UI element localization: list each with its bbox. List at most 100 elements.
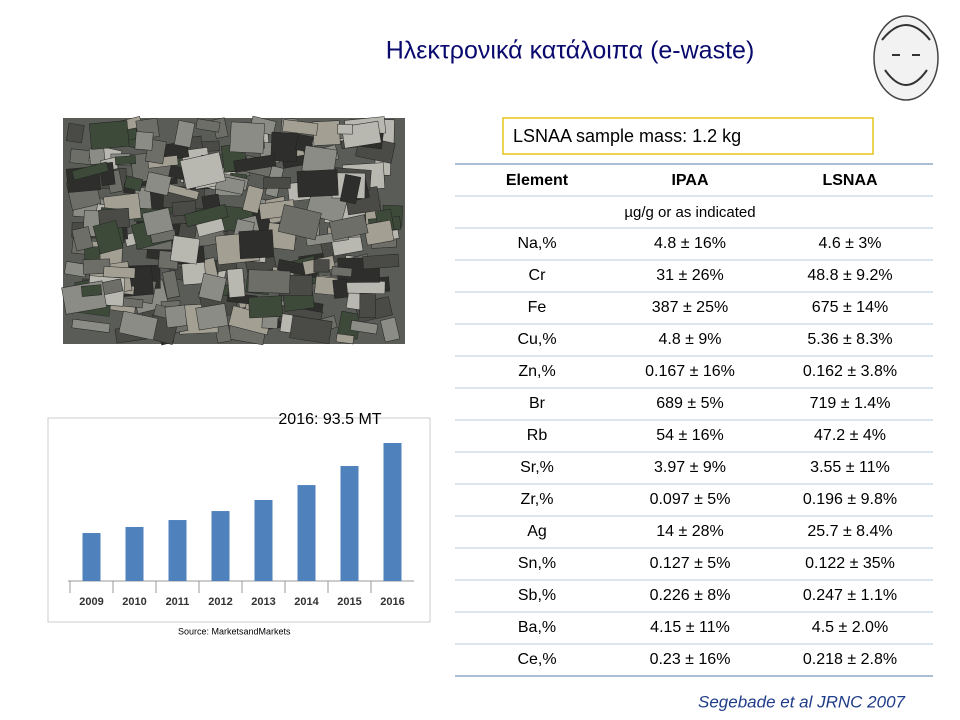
photo-detail <box>184 203 229 228</box>
table-cell: Sb,% <box>518 587 556 604</box>
photo-detail <box>118 310 159 341</box>
table-cell: Cr <box>529 267 547 284</box>
table-cell: 0.122 ± 35% <box>805 555 895 572</box>
bar <box>297 485 316 581</box>
table-cell: 0.218 ± 2.8% <box>803 651 897 668</box>
photo-detail <box>248 295 283 319</box>
photo-detail <box>350 320 379 335</box>
table-cell: Rb <box>527 427 548 444</box>
photo-detail <box>331 266 353 278</box>
table-cell: 25.7 ± 8.4% <box>807 523 892 540</box>
sample-mass: LSNAA sample mass: 1.2 kg <box>513 126 741 146</box>
table-cell: Ba,% <box>518 619 556 636</box>
photo-detail <box>339 173 362 205</box>
x-tick-label: 2012 <box>208 596 232 608</box>
bar <box>125 526 144 581</box>
photo-detail <box>282 119 319 136</box>
bar <box>340 466 359 581</box>
table-header: Element <box>506 172 569 189</box>
photo-detail <box>233 154 277 173</box>
photo-detail <box>114 155 136 166</box>
table-cell: 0.127 ± 5% <box>650 555 731 572</box>
table-cell: 4.8 ± 16% <box>654 235 726 252</box>
photo-detail <box>242 185 265 214</box>
table-cell: 675 ± 14% <box>812 299 888 316</box>
table-cell: Ag <box>527 523 547 540</box>
table-cell: Zr,% <box>521 491 554 508</box>
table-cell: 4.15 ± 11% <box>650 619 730 636</box>
photo-detail <box>169 235 201 265</box>
table-cell: Sn,% <box>518 555 556 572</box>
bar <box>383 443 402 581</box>
photo-detail <box>81 284 103 297</box>
table-cell: Na,% <box>517 235 556 252</box>
table-cell: 719 ± 1.4% <box>810 395 891 412</box>
table-cell: 0.196 ± 9.8% <box>803 491 897 508</box>
citation: Segebade et al JRNC 2007 <box>698 692 906 711</box>
table-cell: 387 ± 25% <box>652 299 728 316</box>
x-tick-label: 2014 <box>294 596 319 608</box>
photo-detail <box>82 258 111 275</box>
photo-detail <box>144 171 172 196</box>
photo-detail <box>335 333 355 345</box>
photo-detail <box>328 214 369 241</box>
photo-detail <box>229 121 265 154</box>
table-cell: Sr,% <box>520 459 554 476</box>
chart-source: Source: MarketsandMarkets <box>178 626 291 636</box>
table-cell: Br <box>529 395 546 412</box>
photo-detail <box>296 169 339 198</box>
table-cell: Cu,% <box>517 331 556 348</box>
photo-detail <box>198 272 227 303</box>
photo-detail <box>195 303 229 331</box>
photo-detail <box>134 131 154 151</box>
x-tick-label: 2013 <box>251 596 275 608</box>
table-cell: 0.247 ± 1.1% <box>803 587 897 604</box>
table-cell: 0.162 ± 3.8% <box>803 363 897 380</box>
table-cell: 54 ± 16% <box>656 427 724 444</box>
photo-detail <box>247 269 291 294</box>
photo-detail <box>66 122 85 144</box>
x-tick-label: 2015 <box>337 596 361 608</box>
photo-detail <box>289 315 333 345</box>
photo-detail <box>337 123 353 135</box>
x-tick-label: 2010 <box>122 596 146 608</box>
table-cell: 4.6 ± 3% <box>818 235 881 252</box>
photo-detail <box>141 207 174 237</box>
x-tick-label: 2016 <box>380 596 404 608</box>
table-cell: 0.23 ± 16% <box>650 651 731 668</box>
photo-detail <box>88 120 130 150</box>
table-cell: 47.2 ± 4% <box>814 427 886 444</box>
photo-detail <box>362 253 400 270</box>
bar <box>168 520 187 581</box>
table-cell: Zn,% <box>518 363 555 380</box>
table-cell: 31 ± 26% <box>656 267 724 284</box>
table-cell: 4.5 ± 2.0% <box>812 619 888 636</box>
table-cell: 3.97 ± 9% <box>654 459 726 476</box>
table-cell: 48.8 ± 9.2% <box>807 267 892 284</box>
chart-annotation: 2016: 93.5 MT <box>278 411 381 428</box>
bar <box>211 511 230 581</box>
photo-detail <box>71 226 94 252</box>
bar <box>254 499 273 581</box>
table-cell: 689 ± 5% <box>656 395 724 412</box>
table-cell: 5.36 ± 8.3% <box>807 331 892 348</box>
x-tick-label: 2011 <box>166 596 190 608</box>
table-cell: 14 ± 28% <box>656 523 724 540</box>
photo-detail <box>238 229 275 260</box>
chart-frame <box>47 417 431 623</box>
photo-detail <box>103 266 136 279</box>
photo-detail <box>359 293 376 318</box>
bar <box>82 533 101 581</box>
photo-detail <box>263 176 291 189</box>
table-cell: 0.097 ± 5% <box>650 491 731 508</box>
photo-detail <box>277 204 322 241</box>
slide-title: Ηλεκτρονικά κατάλοιπα (e-waste) <box>386 37 755 65</box>
table-header: IPAA <box>671 172 708 189</box>
photo-detail <box>71 161 109 181</box>
photo-detail <box>123 175 144 192</box>
table-cell: 0.226 ± 8% <box>650 587 731 604</box>
photo-detail <box>332 278 349 299</box>
photo-detail <box>161 270 181 299</box>
photo-detail <box>379 316 401 343</box>
x-tick-label: 2009 <box>79 596 103 608</box>
